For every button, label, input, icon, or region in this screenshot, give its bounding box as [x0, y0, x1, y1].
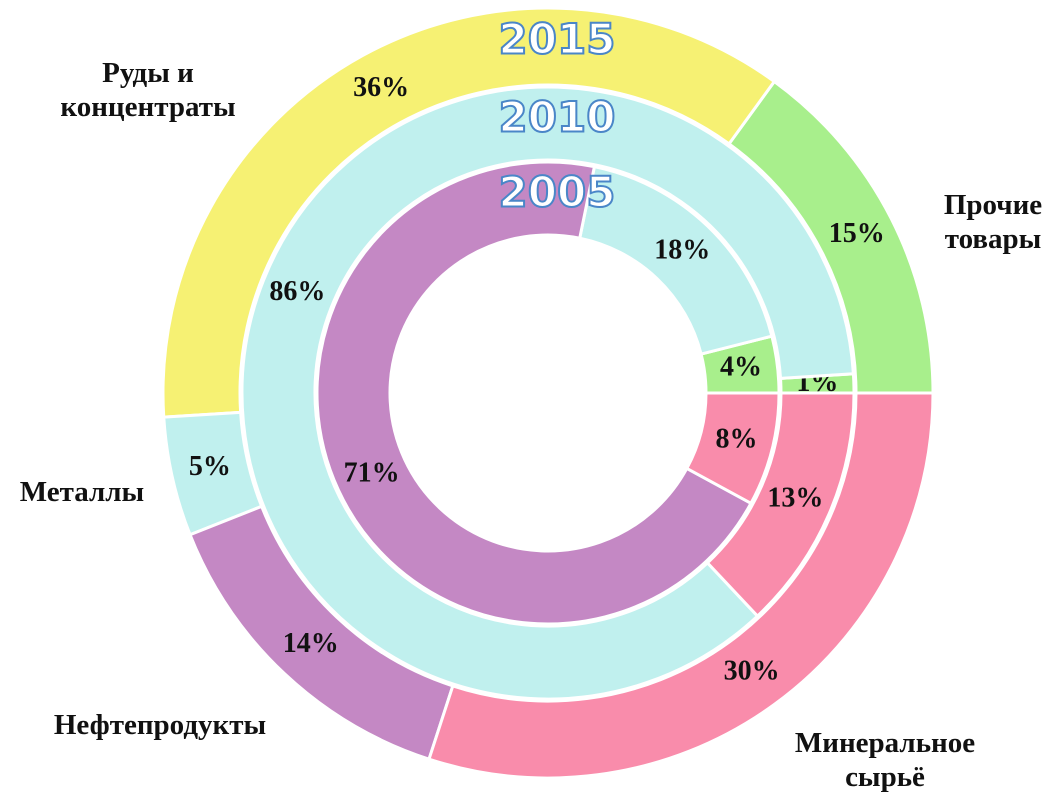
category-label: Минеральное сырьё: [794, 727, 976, 793]
value-label: 18%: [654, 235, 710, 266]
value-label: 86%: [269, 276, 325, 307]
value-label: 4%: [720, 351, 762, 382]
ring-title: 2015: [499, 15, 616, 64]
ring-title: 2010: [499, 93, 616, 142]
value-label: 14%: [283, 628, 339, 659]
category-label: Металлы: [19, 476, 145, 508]
value-label: 30%: [724, 656, 780, 687]
value-label: 36%: [353, 72, 409, 103]
category-label: Прочие товары: [943, 189, 1043, 255]
ring-title: 2005: [499, 168, 616, 217]
ring-segment: [427, 391, 935, 780]
ring-segment: [684, 391, 781, 506]
value-label: 5%: [189, 451, 231, 482]
value-label: 13%: [767, 482, 823, 513]
ring-segment: [161, 6, 777, 419]
value-label: 71%: [344, 457, 400, 488]
ring-segment: [705, 391, 856, 619]
category-label: Руды и концентраты: [60, 57, 236, 123]
ring-segment: [240, 85, 855, 701]
value-label: 8%: [716, 423, 758, 454]
category-label: Нефтепродукты: [53, 709, 267, 741]
value-label: 15%: [829, 218, 885, 249]
ring-segment: [315, 160, 754, 626]
